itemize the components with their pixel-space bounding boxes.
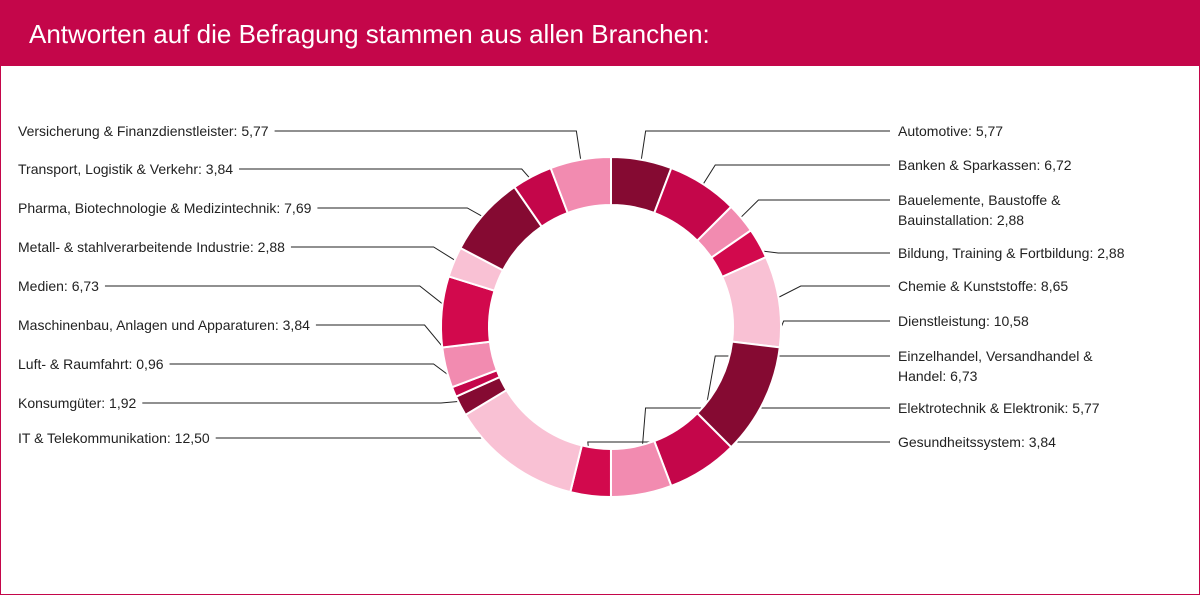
slice-label: Pharma, Biotechnologie & Medizintechnik:…: [18, 200, 312, 216]
slice-label: Medien: 6,73: [18, 278, 99, 294]
slice-label-line: Automotive: 5,77: [898, 123, 1003, 139]
leader-line: [315, 324, 458, 366]
leader-line: [696, 164, 890, 195]
slice-label: Transport, Logistik & Verkehr: 3,84: [18, 161, 233, 177]
slice-label-line: Bauelemente, Baustoffe &: [898, 192, 1061, 208]
slice-label-line: Versicherung & Finanzdienstleister: 5,77: [18, 123, 269, 139]
slice-label-line: Einzelhandel, Versandhandel &: [898, 348, 1093, 364]
slice-label: Metall- & stahlverarbeitende Industrie: …: [18, 239, 285, 255]
slice-label: Bildung, Training & Fortbildung: 2,88: [898, 245, 1125, 261]
slice-label: Bauelemente, Baustoffe & Bauinstallation:…: [898, 192, 1061, 228]
header-bar: Antworten auf die Befragung stammen aus …: [1, 1, 1199, 66]
slice-label-line: Bauinstallation: 2,88: [898, 212, 1024, 228]
slice-label: Luft- & Raumfahrt: 0,96: [18, 356, 164, 372]
slice-label: Automotive: 5,77: [898, 123, 1003, 139]
slice-label-line: Transport, Logistik & Verkehr: 3,84: [18, 161, 233, 177]
slice-label-line: Elektrotechnik & Elektronik: 5,77: [898, 400, 1100, 416]
slice-label-line: Dienstleistung: 10,58: [898, 313, 1029, 329]
slice-label: Konsumgüter: 1,92: [18, 395, 137, 411]
slice-label: Gesundheitssystem: 3,84: [898, 434, 1056, 450]
leader-line: [766, 285, 890, 304]
slice-label-line: Handel: 6,73: [898, 368, 978, 384]
leader-line: [215, 437, 518, 455]
slice-label: Einzelhandel, Versandhandel & Handel: 6,7…: [898, 348, 1093, 384]
leader-line: [169, 363, 466, 388]
slice-label-line: Medien: 6,73: [18, 278, 99, 294]
leader-line: [104, 285, 454, 314]
slice-label-line: Gesundheitssystem: 3,84: [898, 434, 1056, 450]
slice-label-line: IT & Telekommunikation: 12,50: [18, 430, 210, 446]
slice-label-line: Luft- & Raumfahrt: 0,96: [18, 356, 164, 372]
donut-segments: [440, 155, 782, 499]
slice-labels: Automotive: 5,77 Banken & Sparkassen: 6,7…: [18, 123, 1125, 450]
slice-label-line: Banken & Sparkassen: 6,72: [898, 157, 1072, 173]
donut-slice[interactable]: [549, 155, 612, 215]
leader-line: [731, 199, 890, 227]
slice-label-line: Metall- & stahlverarbeitende Industrie: …: [18, 239, 285, 255]
slice-label: Versicherung & Finanzdienstleister: 5,77: [18, 123, 269, 139]
leader-line: [239, 168, 538, 188]
leader-line: [274, 130, 583, 172]
slice-label-line: Konsumgüter: 1,92: [18, 395, 137, 411]
slice-label: IT & Telekommunikation: 12,50: [18, 430, 210, 446]
leader-line: [290, 246, 466, 267]
leader-line: [639, 130, 890, 172]
slice-label: Maschinenbau, Anlagen und Apparaturen: 3…: [18, 317, 310, 333]
slice-label-line: Chemie & Kunststoffe: 8,65: [898, 278, 1068, 294]
slice-label: Elektrotechnik & Elektronik: 5,77: [898, 400, 1100, 416]
slice-label-line: Pharma, Biotechnologie & Medizintechnik:…: [18, 200, 312, 216]
slice-label: Banken & Sparkassen: 6,72: [898, 157, 1072, 173]
page-title: Antworten auf die Befragung stammen aus …: [29, 19, 710, 49]
leader-line: [317, 207, 493, 223]
leader-line: [748, 248, 890, 254]
slice-label-line: Maschinenbau, Anlagen und Apparaturen: 3…: [18, 317, 310, 333]
slice-label: Dienstleistung: 10,58: [898, 313, 1029, 329]
slice-label-line: Bildung, Training & Fortbildung: 2,88: [898, 245, 1125, 261]
leader-line: [142, 399, 472, 404]
slice-label: Chemie & Kunststoffe: 8,65: [898, 278, 1068, 294]
